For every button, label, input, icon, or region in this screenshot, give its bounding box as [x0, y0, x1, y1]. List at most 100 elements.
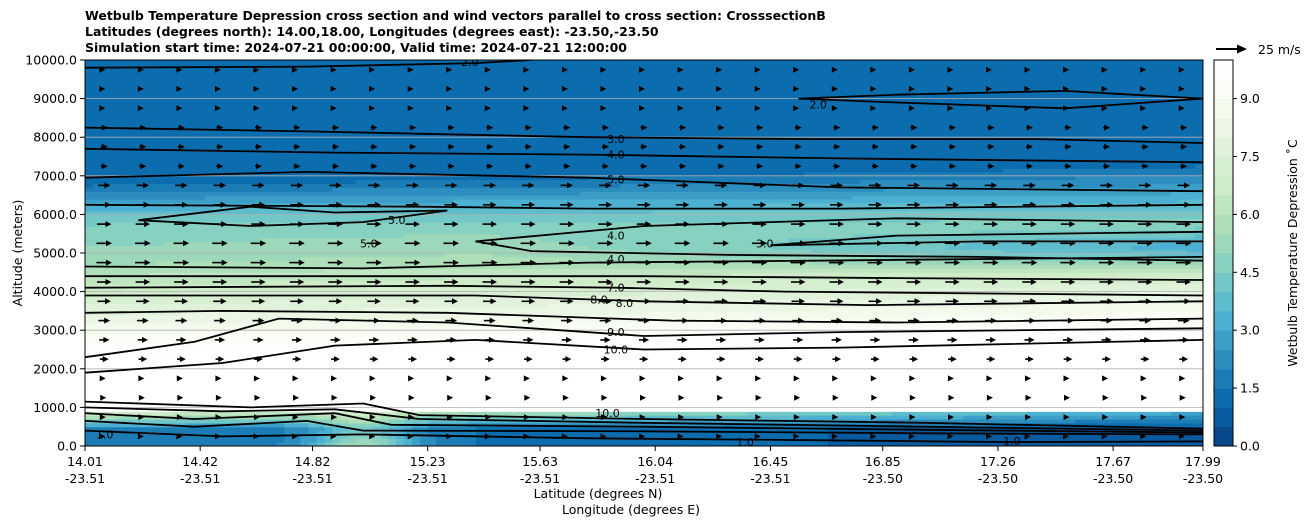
- field-cell: [420, 137, 429, 142]
- field-cell: [148, 110, 158, 115]
- field-cell: [188, 291, 198, 297]
- field-cell: [372, 326, 382, 331]
- field-cell: [412, 63, 421, 69]
- field-cell: [428, 114, 437, 119]
- field-cell: [188, 260, 198, 266]
- field-cell: [292, 322, 302, 327]
- field-cell: [156, 71, 166, 77]
- field-cell: [292, 442, 302, 446]
- field-cell: [300, 260, 310, 266]
- field-cell: [420, 307, 429, 312]
- field-cell: [324, 399, 334, 405]
- field-cell: [196, 110, 206, 115]
- field-cell: [468, 384, 477, 389]
- field-cell: [276, 71, 286, 77]
- field-cell: [348, 171, 358, 177]
- field-cell: [124, 90, 134, 96]
- field-cell: [220, 144, 230, 150]
- field-cell: [116, 353, 126, 358]
- field-cell: [476, 415, 485, 420]
- field-cell: [332, 307, 342, 312]
- field-cell: [204, 191, 214, 196]
- field-cell: [252, 195, 262, 200]
- field-cell: [308, 422, 318, 428]
- field-cell: [300, 388, 310, 393]
- field-cell: [220, 237, 230, 243]
- field-cell: [252, 256, 262, 262]
- field-cell: [132, 295, 142, 300]
- field-cell: [132, 442, 142, 446]
- field-cell: [436, 114, 445, 119]
- field-cell: [92, 187, 102, 192]
- field-cell: [260, 361, 270, 366]
- field-cell: [148, 268, 158, 273]
- field-cell: [340, 349, 350, 354]
- field-cell: [124, 102, 134, 107]
- field-cell: [444, 229, 453, 235]
- field-cell: [452, 160, 461, 165]
- field-cell: [396, 63, 406, 69]
- field-cell: [388, 210, 398, 215]
- field-cell: [308, 67, 318, 73]
- field-cell: [220, 195, 230, 200]
- field-cell: [268, 87, 278, 92]
- field-cell: [100, 106, 110, 111]
- field-cell: [332, 102, 342, 107]
- field-cell: [372, 133, 382, 138]
- field-cell: [348, 94, 358, 100]
- field-cell: [308, 133, 318, 138]
- field-cell: [412, 117, 421, 123]
- field-cell: [412, 287, 421, 293]
- field-cell: [396, 384, 406, 389]
- field-cell: [116, 422, 126, 428]
- field-cell: [188, 287, 198, 293]
- field-cell: [148, 102, 158, 107]
- field-cell: [348, 411, 358, 416]
- field-cell: [284, 198, 294, 204]
- field-cell: [268, 183, 278, 188]
- field-cell: [316, 187, 326, 192]
- field-cell: [396, 183, 406, 188]
- field-cell: [412, 71, 421, 77]
- field-cell: [364, 237, 374, 243]
- field-cell: [196, 253, 206, 258]
- field-cell: [396, 160, 406, 165]
- field-cell: [148, 98, 158, 104]
- field-cell: [196, 106, 206, 111]
- field-cell: [468, 426, 477, 432]
- field-cell: [212, 253, 222, 258]
- field-cell: [348, 187, 358, 192]
- field-cell: [460, 175, 469, 181]
- field-cell: [372, 79, 382, 84]
- field-cell: [372, 361, 382, 366]
- field-cell: [436, 125, 445, 131]
- field-cell: [204, 187, 214, 192]
- field-cell: [268, 198, 278, 204]
- field-cell: [444, 341, 453, 347]
- field-cell: [428, 426, 437, 432]
- field-cell: [388, 345, 398, 351]
- field-cell: [356, 337, 366, 343]
- field-cell: [108, 218, 118, 223]
- field-cell: [132, 411, 142, 416]
- field-cell: [164, 334, 174, 339]
- field-cell: [172, 330, 182, 335]
- field-cell: [460, 98, 469, 104]
- field-cell: [468, 341, 477, 347]
- field-cell: [356, 310, 366, 316]
- field-cell: [412, 195, 421, 200]
- field-cell: [412, 380, 421, 385]
- field-cell: [276, 388, 286, 393]
- field-cell: [396, 114, 406, 119]
- field-cell: [396, 79, 406, 84]
- field-cell: [372, 137, 382, 142]
- field-cell: [340, 160, 350, 165]
- field-cell: [164, 121, 174, 127]
- field-cell: [356, 106, 366, 111]
- field-cell: [212, 156, 222, 161]
- field-cell: [156, 152, 166, 158]
- field-cell: [148, 287, 158, 293]
- field-cell: [124, 291, 134, 297]
- field-cell: [380, 280, 390, 285]
- field-cell: [348, 152, 358, 158]
